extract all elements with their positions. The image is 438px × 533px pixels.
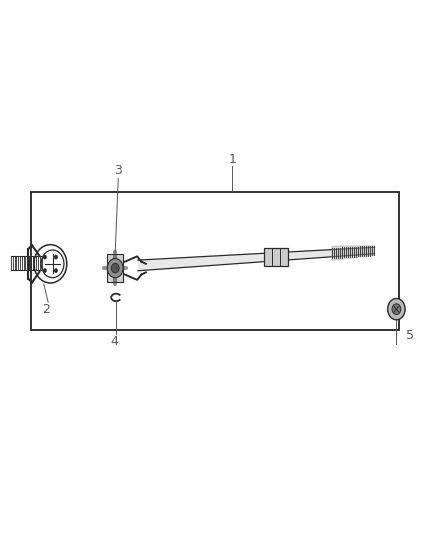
Circle shape <box>43 255 46 259</box>
Bar <box>264 248 288 266</box>
Text: 4: 4 <box>110 335 118 348</box>
Text: 3: 3 <box>114 164 122 177</box>
Circle shape <box>388 298 405 320</box>
Polygon shape <box>332 246 374 260</box>
Bar <box>107 254 123 282</box>
Circle shape <box>54 255 58 259</box>
Circle shape <box>392 304 401 314</box>
Text: 5: 5 <box>406 329 413 342</box>
Text: 2: 2 <box>42 303 50 316</box>
Circle shape <box>43 269 46 273</box>
Bar <box>31 192 399 330</box>
Text: 1: 1 <box>228 154 236 166</box>
Polygon shape <box>138 247 374 271</box>
Circle shape <box>54 269 58 273</box>
Circle shape <box>111 263 119 273</box>
Circle shape <box>107 259 123 278</box>
